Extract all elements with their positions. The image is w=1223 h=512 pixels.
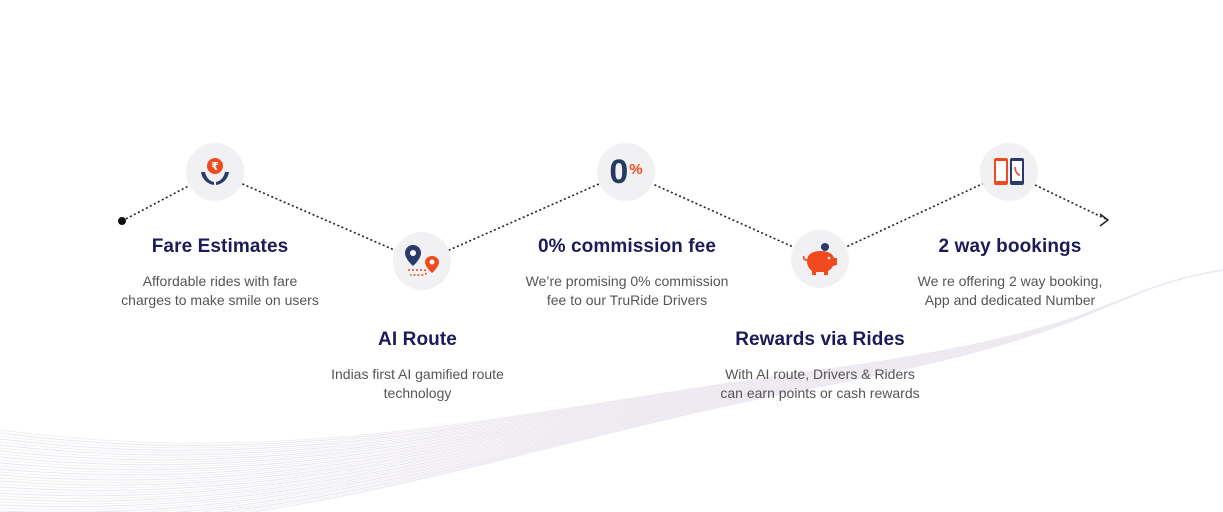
feature-description: We’re promising 0% commission fee to our…: [525, 273, 729, 308]
feature-description: With AI route, Drivers & Riders can earn…: [720, 366, 920, 401]
feature-two-way-bookings: 2 way bookings We re offering 2 way book…: [910, 236, 1110, 310]
rewards-node: [791, 230, 849, 288]
ai-route-node: [393, 232, 451, 290]
piggy-bank-icon: [802, 243, 837, 275]
percent-icon-zero: 0: [609, 153, 629, 191]
feature-title: Fare Estimates: [151, 236, 289, 257]
feature-description: Indias first AI gamified route technolog…: [331, 366, 504, 401]
bookings-node: [980, 143, 1038, 201]
feature-title: 0% commission fee: [537, 236, 717, 257]
svg-text:₹: ₹: [211, 160, 219, 173]
feature-rewards: Rewards via Rides With AI route, Drivers…: [720, 329, 920, 403]
percent-icon: 0 %: [609, 155, 642, 189]
rupee-hands-icon: ₹: [201, 158, 229, 185]
commission-node: 0 %: [597, 143, 655, 201]
path-start-dot: [118, 217, 126, 225]
feature-commission: 0% commission fee We’re promising 0% com…: [517, 236, 737, 310]
feature-title: AI Route: [378, 329, 457, 350]
route-pin-icon: [405, 245, 439, 276]
feature-title: 2 way bookings: [938, 236, 1082, 257]
feature-fare-estimates: Fare Estimates Affordable rides with far…: [120, 236, 320, 310]
fare-estimates-node: ₹: [186, 143, 244, 201]
phones-icon: [994, 158, 1024, 185]
feature-title: Rewards via Rides: [735, 329, 905, 350]
path-end-arrow: [1099, 213, 1110, 227]
feature-description: Affordable rides with fare charges to ma…: [121, 273, 319, 308]
feature-ai-route: AI Route Indias first AI gamified route …: [320, 329, 515, 403]
percent-icon-sign: %: [629, 161, 643, 178]
feature-description: We re offering 2 way booking, App and de…: [917, 273, 1103, 308]
